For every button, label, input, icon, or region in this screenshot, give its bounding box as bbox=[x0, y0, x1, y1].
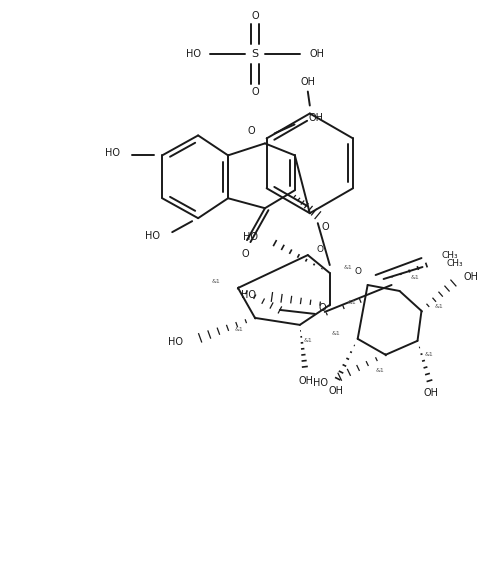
Text: O: O bbox=[251, 87, 259, 96]
Text: &1: &1 bbox=[331, 332, 340, 336]
Text: O: O bbox=[322, 222, 330, 232]
Text: &1: &1 bbox=[435, 305, 444, 310]
Text: O: O bbox=[241, 249, 249, 259]
Text: CH₃: CH₃ bbox=[441, 251, 458, 260]
Text: O: O bbox=[251, 11, 259, 21]
Text: &1: &1 bbox=[347, 301, 356, 306]
Text: O: O bbox=[354, 266, 361, 275]
Text: CH₃: CH₃ bbox=[447, 258, 463, 267]
Text: HO: HO bbox=[313, 378, 328, 388]
Text: &1: &1 bbox=[303, 338, 312, 343]
Text: OH: OH bbox=[309, 48, 324, 59]
Text: O: O bbox=[247, 127, 255, 136]
Text: HO: HO bbox=[168, 337, 183, 347]
Text: OH: OH bbox=[424, 388, 439, 397]
Text: HO: HO bbox=[145, 231, 160, 241]
Text: &1: &1 bbox=[375, 368, 384, 373]
Text: O: O bbox=[316, 244, 323, 253]
Text: HO: HO bbox=[105, 149, 121, 158]
Text: OH: OH bbox=[309, 114, 324, 123]
Text: OH: OH bbox=[328, 386, 343, 396]
Text: &1: &1 bbox=[343, 265, 352, 270]
Text: O: O bbox=[319, 303, 327, 313]
Text: &1: &1 bbox=[410, 275, 419, 279]
Text: HO: HO bbox=[241, 290, 256, 300]
Text: S: S bbox=[251, 48, 259, 59]
Text: OH: OH bbox=[298, 376, 313, 386]
Text: &1: &1 bbox=[235, 327, 243, 332]
Text: OH: OH bbox=[300, 77, 315, 87]
Text: OH: OH bbox=[463, 272, 478, 282]
Text: &1: &1 bbox=[212, 279, 221, 284]
Text: &1: &1 bbox=[425, 352, 434, 358]
Text: HO: HO bbox=[243, 232, 258, 242]
Text: HO: HO bbox=[186, 48, 201, 59]
